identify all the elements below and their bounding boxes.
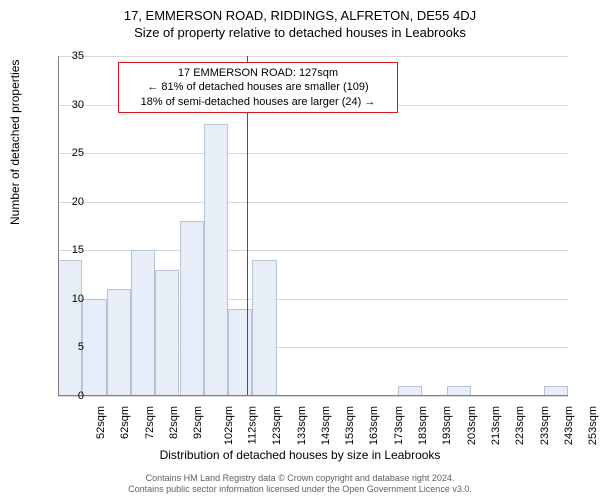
- x-tick-label: 153sqm: [344, 406, 356, 445]
- y-tick-label: 10: [54, 293, 84, 305]
- annotation-box: 17 EMMERSON ROAD: 127sqm ← 81% of detach…: [118, 62, 398, 113]
- histogram-bar: [107, 289, 131, 396]
- x-tick-label: 143sqm: [320, 406, 332, 445]
- histogram-bar: [58, 260, 82, 396]
- grid-line: [58, 153, 568, 154]
- histogram-bar: [228, 309, 252, 396]
- chart-container: 17, EMMERSON ROAD, RIDDINGS, ALFRETON, D…: [0, 0, 600, 500]
- x-tick-label: 253sqm: [587, 406, 599, 445]
- x-tick-label: 123sqm: [271, 406, 283, 445]
- x-tick-label: 62sqm: [119, 406, 131, 439]
- x-tick-label: 52sqm: [95, 406, 107, 439]
- histogram-bar: [82, 299, 106, 396]
- x-tick-label: 72sqm: [144, 406, 156, 439]
- x-tick-label: 223sqm: [514, 406, 526, 445]
- x-tick-label: 183sqm: [417, 406, 429, 445]
- y-tick-label: 20: [54, 196, 84, 208]
- y-tick-label: 30: [54, 99, 84, 111]
- histogram-bar: [131, 250, 155, 396]
- footer: Contains HM Land Registry data © Crown c…: [0, 473, 600, 496]
- x-tick-label: 112sqm: [246, 406, 258, 444]
- footer-line-2: Contains public sector information licen…: [0, 484, 600, 496]
- x-tick-label: 133sqm: [296, 406, 308, 445]
- page-subtitle: Size of property relative to detached ho…: [0, 23, 600, 40]
- x-tick-label: 203sqm: [466, 406, 478, 445]
- y-tick-label: 5: [54, 341, 84, 353]
- histogram-bar: [204, 124, 228, 396]
- page-title: 17, EMMERSON ROAD, RIDDINGS, ALFRETON, D…: [0, 0, 600, 23]
- x-tick-label: 82sqm: [168, 406, 180, 439]
- x-tick-label: 92sqm: [192, 406, 204, 439]
- annotation-line-1: 17 EMMERSON ROAD: 127sqm: [125, 66, 391, 80]
- x-axis-label: Distribution of detached houses by size …: [0, 448, 600, 462]
- histogram-bar: [180, 221, 204, 396]
- y-axis-label: Number of detached properties: [8, 60, 22, 225]
- grid-line: [58, 202, 568, 203]
- x-tick-label: 233sqm: [539, 406, 551, 445]
- histogram-bar: [155, 270, 179, 396]
- x-tick-label: 193sqm: [441, 406, 453, 445]
- x-tick-label: 173sqm: [393, 406, 405, 445]
- y-tick-label: 35: [54, 50, 84, 62]
- grid-line: [58, 56, 568, 57]
- y-tick-label: 25: [54, 147, 84, 159]
- annotation-line-2: ← 81% of detached houses are smaller (10…: [125, 80, 391, 94]
- x-tick-label: 163sqm: [369, 406, 381, 445]
- grid-line: [58, 396, 568, 397]
- x-tick-label: 243sqm: [563, 406, 575, 445]
- x-axis-line: [58, 395, 568, 396]
- x-tick-label: 102sqm: [223, 406, 235, 445]
- x-tick-label: 213sqm: [490, 406, 502, 445]
- annotation-line-3: 18% of semi-detached houses are larger (…: [125, 95, 391, 109]
- y-tick-label: 15: [54, 244, 84, 256]
- y-tick-label: 0: [54, 390, 84, 402]
- footer-line-1: Contains HM Land Registry data © Crown c…: [0, 473, 600, 485]
- histogram-bar: [252, 260, 276, 396]
